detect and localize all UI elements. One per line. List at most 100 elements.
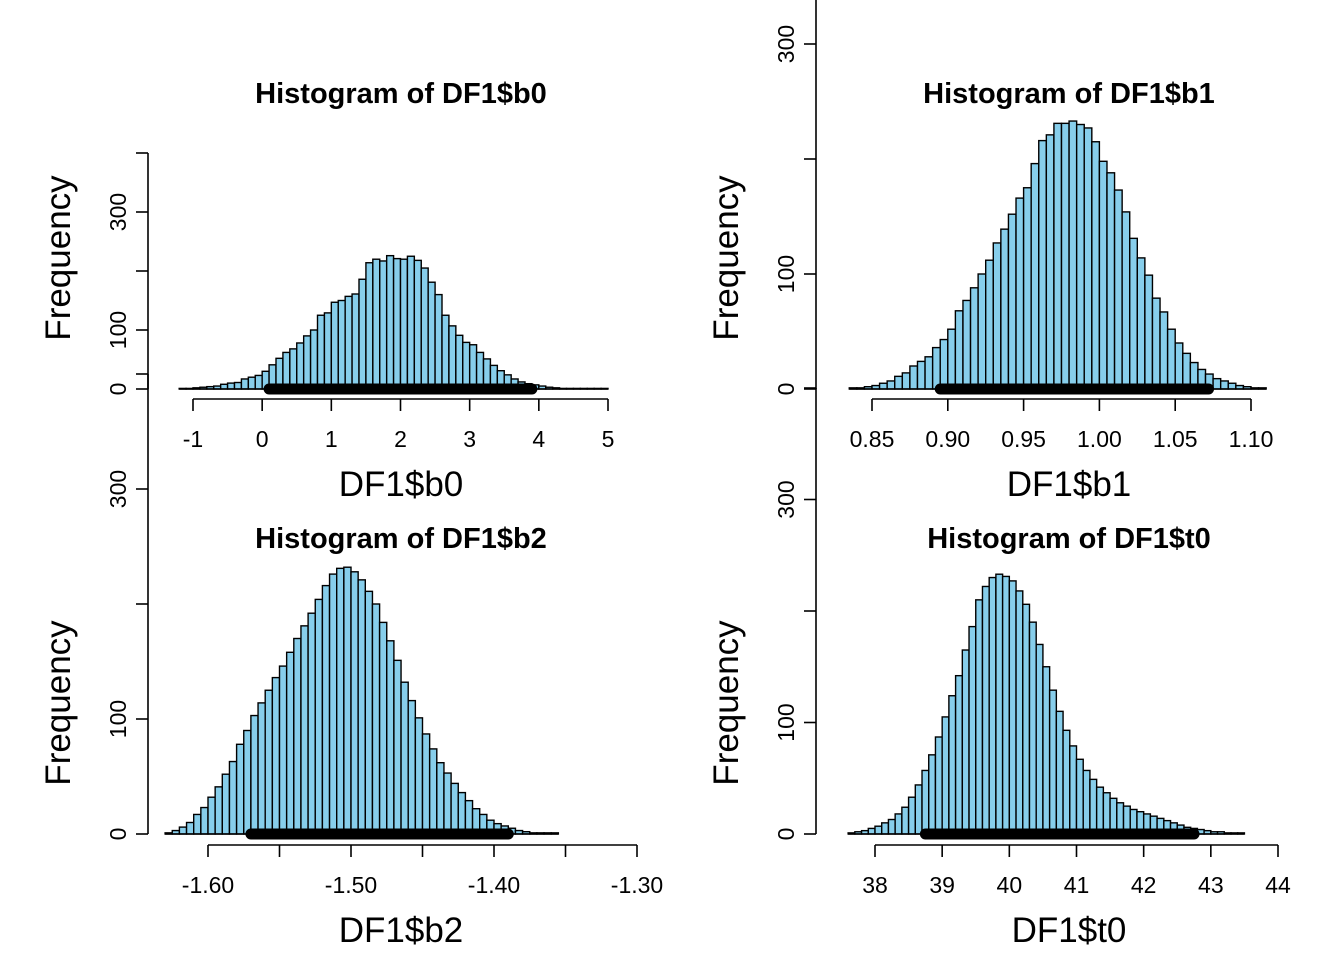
histogram-bar [1022, 187, 1032, 390]
histogram-bar [985, 259, 994, 390]
histogram-bar [434, 293, 443, 390]
x-axis-label: DF1$b1 [1007, 465, 1132, 504]
panel-title: Histogram of DF1$b1 [923, 78, 1215, 110]
x-tick-label: -1.30 [611, 872, 663, 898]
histogram-bar [386, 640, 395, 835]
histogram-bar [1075, 758, 1084, 835]
histogram-bar [916, 360, 926, 390]
y-axis-label: Frequency [39, 175, 78, 341]
histogram-bar [1015, 197, 1025, 390]
histogram-bar [309, 329, 319, 390]
histogram-bar [323, 312, 333, 390]
histogram-bar [995, 573, 1004, 835]
histogram-bar [1174, 342, 1184, 390]
histogram-bar [921, 769, 930, 835]
histogram-bar [328, 573, 338, 835]
histogram-bar [385, 254, 395, 390]
histogram-bar [1035, 643, 1044, 835]
histogram-bar [358, 278, 367, 390]
y-tick-label: 100 [105, 700, 131, 738]
histogram-bar [357, 579, 366, 835]
histogram-bar [894, 813, 903, 835]
histogram-bar [874, 825, 883, 835]
histogram-bar [1091, 141, 1101, 390]
histogram-bar [436, 762, 445, 835]
histogram-bar [1227, 382, 1237, 390]
x-tick-label: -1 [183, 426, 203, 452]
x-tick-label: 42 [1131, 872, 1157, 898]
histogram-bar [954, 310, 964, 390]
x-tick-label: 43 [1198, 872, 1224, 898]
histogram-bar [1095, 786, 1105, 835]
histogram-bar [214, 786, 223, 835]
histogram-bar [250, 714, 259, 835]
histogram-bar [393, 659, 402, 835]
histogram-bar [934, 736, 943, 835]
histogram-bar [1166, 328, 1176, 390]
histogram-bar [207, 796, 216, 835]
histogram-bar [414, 717, 424, 835]
x-axis-label: DF1$t0 [1012, 911, 1127, 950]
histogram-bar [406, 255, 416, 390]
histogram-bar [240, 378, 250, 390]
histogram-bar [1030, 162, 1040, 390]
histogram-bar [372, 258, 381, 390]
histogram-bar [881, 822, 890, 835]
x-tick-label: 4 [532, 426, 545, 452]
x-tick-label: 0.85 [850, 426, 895, 452]
y-axis-label: Frequency [39, 620, 78, 786]
x-tick-label: 1.05 [1153, 426, 1198, 452]
histogram-bar [226, 382, 236, 390]
y-tick-label: 0 [105, 828, 131, 841]
histogram-bar [968, 625, 977, 835]
histogram-bar [1038, 139, 1048, 390]
x-tick-label: 40 [997, 872, 1023, 898]
x-tick-label: 1 [325, 426, 338, 452]
histogram-bar [1045, 134, 1055, 390]
histogram-bar [1151, 297, 1161, 390]
y-axis-label: Frequency [707, 175, 746, 341]
histogram-bar [947, 328, 957, 390]
histogram-bar [1062, 729, 1071, 835]
panel-t0: Histogram of DF1$t0 Frequency DF1$t0 38 3… [707, 387, 1291, 950]
histogram-bar [300, 625, 309, 835]
histogram-bar [364, 590, 374, 835]
histogram-bar [278, 665, 288, 835]
histogram-bar [1219, 380, 1229, 390]
y-tick-label: 300 [105, 470, 131, 508]
histogram-bar [1144, 274, 1154, 390]
histogram-bar [894, 375, 904, 390]
histogram-bar [221, 773, 231, 835]
histogram-bar [1121, 211, 1131, 390]
histogram-bar [344, 295, 353, 390]
histogram-bar [257, 702, 266, 835]
histogram-bar [1055, 710, 1064, 835]
histogram-bar [1042, 666, 1051, 835]
panel-title: Histogram of DF1$t0 [927, 523, 1211, 555]
histogram-bar [1015, 590, 1024, 835]
histogram-bar [455, 334, 464, 390]
histogram-bar [468, 344, 478, 390]
histogram-bar [928, 754, 937, 835]
x-tick-label: 1.10 [1229, 426, 1274, 452]
histogram-bar [185, 821, 195, 835]
histogram-bar [901, 372, 911, 390]
histogram-bar [400, 681, 409, 835]
histogram-bar [1089, 778, 1098, 835]
histogram-bar [1048, 689, 1058, 835]
histogram-bar [302, 335, 312, 390]
histogram-bars [848, 120, 1267, 390]
histogram-bars [847, 573, 1246, 835]
histogram-bar [1113, 189, 1123, 390]
histogram-bar [975, 599, 984, 835]
panel-b0: Histogram of DF1$b0 Frequency DF1$b0 -1 0… [39, 78, 614, 504]
histogram-bar [1102, 792, 1111, 835]
y-tick-label: 300 [773, 480, 799, 518]
y-tick-label: 100 [773, 255, 799, 293]
histogram-bar [420, 267, 429, 390]
histogram-bar [228, 760, 238, 835]
histogram-bar [448, 325, 457, 390]
panel-b2: Histogram of DF1$b2 Frequency DF1$b2 -1.… [39, 373, 663, 950]
x-tick-label: 5 [602, 426, 615, 452]
